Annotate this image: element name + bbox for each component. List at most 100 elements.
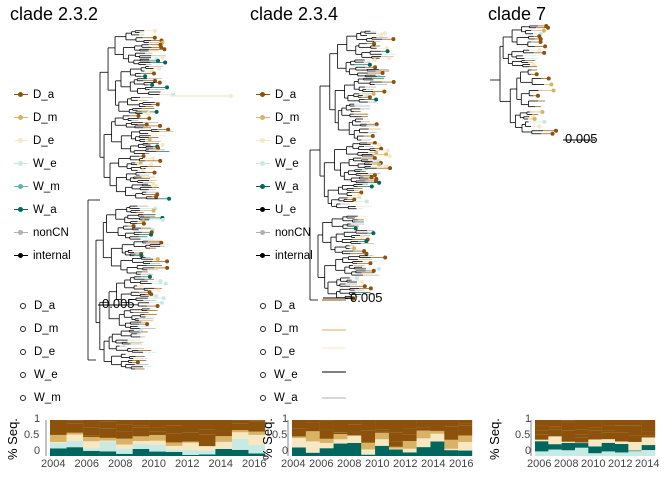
bar-segment xyxy=(347,442,362,456)
tip-point xyxy=(158,279,163,284)
bar-segment xyxy=(66,447,84,456)
bar-segment xyxy=(588,427,602,431)
bar-segment xyxy=(333,420,348,433)
tip-point xyxy=(553,128,558,133)
bar-segment xyxy=(116,453,133,456)
tip-point xyxy=(139,283,144,288)
bar-segment xyxy=(347,424,362,436)
bar-segment xyxy=(548,427,562,430)
tip-point xyxy=(156,288,161,293)
panel-title-clade-7: clade 7 xyxy=(488,4,547,24)
bar-segment xyxy=(83,427,100,436)
tip-point xyxy=(156,58,161,63)
y-tick-label: 0 xyxy=(525,445,532,457)
bar-segment xyxy=(575,434,589,438)
bar-segment xyxy=(305,441,320,453)
bar-segment xyxy=(402,448,417,453)
x-tick-label: 2004 xyxy=(41,458,66,470)
bar-segment xyxy=(248,420,266,421)
bar-segment xyxy=(430,420,445,431)
tip-point xyxy=(167,196,172,201)
x-tick-label: 2006 xyxy=(309,458,334,470)
bar-segment xyxy=(66,432,84,435)
bar-segment xyxy=(535,430,549,435)
bar-segment xyxy=(361,442,376,450)
tip-point xyxy=(532,62,537,67)
tip-point xyxy=(362,284,367,289)
bar-segment xyxy=(361,449,376,455)
bar-segment xyxy=(248,453,266,456)
legend-label: W_m xyxy=(33,181,60,193)
bar-segment xyxy=(50,441,67,444)
bar-segment xyxy=(575,447,589,456)
tip-point xyxy=(364,199,369,204)
bar-segment xyxy=(66,434,84,442)
bar-segment xyxy=(601,432,616,440)
bar-segment xyxy=(132,420,150,426)
tip-point xyxy=(541,28,546,33)
bar-segment xyxy=(561,442,576,451)
tip-point xyxy=(379,33,384,38)
bar-segment xyxy=(149,451,166,456)
bar-segment xyxy=(535,439,549,442)
y-tick-label: 1 xyxy=(34,413,41,425)
bar-segment xyxy=(601,430,616,433)
bar-segment xyxy=(402,434,417,442)
bar-segment xyxy=(347,421,362,425)
bar-segment xyxy=(458,442,473,451)
bar-segment xyxy=(50,420,67,429)
bar-segment xyxy=(116,438,133,445)
bar-segment xyxy=(588,453,602,456)
dot-legend-item-d_m: D_m xyxy=(260,323,298,335)
bar-segment xyxy=(66,423,84,433)
tip-point xyxy=(160,217,165,222)
tip-point xyxy=(151,71,156,76)
bar-segment xyxy=(99,440,117,442)
tip-point xyxy=(149,162,154,167)
tip-point xyxy=(551,88,556,93)
bar-segment xyxy=(50,428,67,433)
bar-segment xyxy=(116,448,133,454)
bar-segment xyxy=(416,430,431,431)
legend-swatch xyxy=(14,183,28,189)
bar-segment xyxy=(99,441,117,452)
bar-segment xyxy=(361,438,376,443)
bar-segment xyxy=(305,452,320,456)
legend-swatch xyxy=(256,114,270,120)
tip-point xyxy=(139,253,144,258)
bar-segment xyxy=(628,441,642,451)
bar-segment xyxy=(588,433,602,440)
bar-segment xyxy=(641,420,656,432)
legend-item-d_e: D_e xyxy=(256,135,296,147)
tip-point xyxy=(147,137,152,142)
bar-segment xyxy=(628,435,642,442)
legend-item-d_e: D_e xyxy=(14,135,54,147)
tip-point xyxy=(387,56,392,61)
legend-item-w_e: W_e xyxy=(14,158,57,170)
tip-point xyxy=(543,44,548,49)
tip-point xyxy=(229,94,233,98)
bar-segment xyxy=(132,448,150,456)
tip-point xyxy=(152,28,157,33)
x-tick-label: 2004 xyxy=(281,458,306,470)
bar-segment xyxy=(444,439,459,449)
legend-label: D_m xyxy=(33,112,58,124)
bar-segment xyxy=(248,421,266,432)
bar-segment xyxy=(535,420,549,426)
bar-segment xyxy=(416,447,431,456)
dot-legend-item-d_e: D_e xyxy=(260,346,295,358)
tip-point xyxy=(138,328,143,333)
tip-point xyxy=(357,193,362,198)
tip-point xyxy=(546,76,551,81)
legend-label: internal xyxy=(275,250,313,262)
tip-point xyxy=(359,190,364,195)
tip-point xyxy=(387,153,392,158)
bar-segment xyxy=(231,423,249,431)
tip-point xyxy=(151,208,156,213)
bar-segment xyxy=(198,434,216,447)
tip-point xyxy=(379,146,384,151)
tip-point xyxy=(374,122,379,127)
tip-point xyxy=(373,65,378,70)
legend-swatch xyxy=(256,91,270,97)
